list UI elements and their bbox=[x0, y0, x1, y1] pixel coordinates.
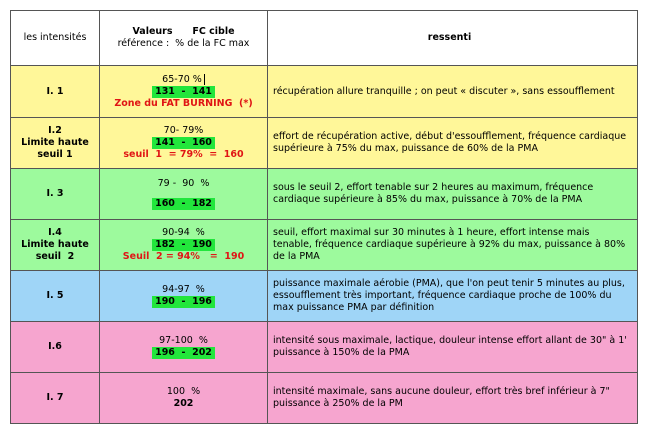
table-row: I. 3 79 - 90 % 160 - 182 sous le seuil 2… bbox=[10, 168, 638, 220]
intensity-label: I.4 bbox=[48, 227, 62, 238]
pct-text: 70- 79% bbox=[163, 125, 204, 136]
header-ressenti: ressenti bbox=[267, 10, 638, 66]
pct-text: 65-70 % bbox=[100, 73, 267, 86]
header-intensites: les intensités bbox=[10, 10, 100, 66]
intensity-cell: I.6 bbox=[10, 321, 100, 373]
intensity-cell: I. 5 bbox=[10, 270, 100, 322]
intensity-label: I. 1 bbox=[46, 85, 64, 97]
table-row: I. 1 65-70 % 131 - 141 Zone du FAT BURNI… bbox=[10, 65, 638, 118]
intensity-label: I. 7 bbox=[46, 392, 64, 403]
values-cell: 100 % 202 bbox=[99, 372, 268, 424]
intensity-cell: I.4 Limite haute seuil 2 bbox=[10, 219, 100, 271]
values-cell: 79 - 90 % 160 - 182 bbox=[99, 168, 268, 220]
table-row: I.2 Limite haute seuil 1 70- 79% 141 - 1… bbox=[10, 117, 638, 169]
values-cell: 70- 79% 141 - 160 seuil 1 = 79% = 160 bbox=[99, 117, 268, 169]
range-text: 202 bbox=[173, 398, 194, 409]
intensity-label: I. 3 bbox=[46, 188, 64, 199]
intensity-sublabel: Limite haute bbox=[21, 137, 89, 148]
intensity-sublabel: seuil 1 bbox=[37, 149, 73, 160]
range-highlight: 141 - 160 bbox=[152, 137, 215, 149]
values-cell: 94-97 % 190 - 196 bbox=[99, 270, 268, 322]
note-text: seuil 1 = 79% = 160 bbox=[123, 149, 244, 160]
pct-text: 94-97 % bbox=[162, 284, 205, 295]
table-row: I. 7 100 % 202 intensité maximale, sans … bbox=[10, 372, 638, 424]
header-intensites-label: les intensités bbox=[23, 32, 87, 43]
intensity-cell: I. 3 bbox=[10, 168, 100, 220]
table-row: I.4 Limite haute seuil 2 90-94 % 182 - 1… bbox=[10, 219, 638, 271]
feeling-cell: intensité sous maximale, lactique, doule… bbox=[267, 321, 638, 373]
range-highlight: 160 - 182 bbox=[152, 198, 215, 210]
feeling-cell: puissance maximale aérobie (PMA), que l'… bbox=[267, 270, 638, 322]
intensity-cell: I. 7 bbox=[10, 372, 100, 424]
feeling-cell: récupération allure tranquille ; on peut… bbox=[267, 65, 638, 118]
table-row: I. 5 94-97 % 190 - 196 puissance maximal… bbox=[10, 270, 638, 322]
intensity-label: I.6 bbox=[48, 341, 62, 352]
feeling-cell: sous le seuil 2, effort tenable sur 2 he… bbox=[267, 168, 638, 220]
note-text: Zone du FAT BURNING (*) bbox=[114, 97, 253, 109]
pct-text: 79 - 90 % bbox=[157, 178, 210, 189]
intensity-label: I. 5 bbox=[46, 290, 64, 301]
text-cursor bbox=[203, 73, 205, 85]
pct-text: 100 % bbox=[166, 386, 201, 397]
feeling-cell: seuil, effort maximal sur 30 minutes à 1… bbox=[267, 219, 638, 271]
values-cell: 65-70 % 131 - 141 Zone du FAT BURNING (*… bbox=[99, 65, 268, 118]
intensity-cell: I. 1 bbox=[10, 65, 100, 118]
intensity-label: I.2 bbox=[48, 125, 62, 136]
intensity-sublabel: seuil 2 bbox=[35, 251, 75, 262]
intensity-cell: I.2 Limite haute seuil 1 bbox=[10, 117, 100, 169]
header-valeurs: Valeurs FC cible référence : % de la FC … bbox=[99, 10, 268, 66]
intensity-sublabel: Limite haute bbox=[21, 239, 89, 250]
range-highlight: 196 - 202 bbox=[152, 347, 215, 359]
pct-text: 90-94 % bbox=[162, 227, 205, 238]
header-valeurs-line1: Valeurs FC cible bbox=[132, 26, 235, 37]
values-cell: 90-94 % 182 - 190 Seuil 2 = 94% = 190 bbox=[99, 219, 268, 271]
values-cell: 97-100 % 196 - 202 bbox=[99, 321, 268, 373]
table-row: I.6 97-100 % 196 - 202 intensité sous ma… bbox=[10, 321, 638, 373]
range-highlight: 190 - 196 bbox=[152, 296, 215, 308]
pct-text: 97-100 % bbox=[159, 335, 208, 346]
intensity-table: les intensités Valeurs FC cible référenc… bbox=[10, 10, 638, 424]
feeling-cell: intensité maximale, sans aucune douleur,… bbox=[267, 372, 638, 424]
feeling-cell: effort de récupération active, début d'e… bbox=[267, 117, 638, 169]
range-highlight: 131 - 141 bbox=[152, 85, 215, 98]
range-highlight: 182 - 190 bbox=[152, 239, 215, 251]
note-text: Seuil 2 = 94% = 190 bbox=[122, 251, 245, 262]
header-ressenti-label: ressenti bbox=[427, 32, 472, 43]
table-header-row: les intensités Valeurs FC cible référenc… bbox=[10, 10, 638, 66]
header-valeurs-line2: référence : % de la FC max bbox=[117, 38, 250, 49]
